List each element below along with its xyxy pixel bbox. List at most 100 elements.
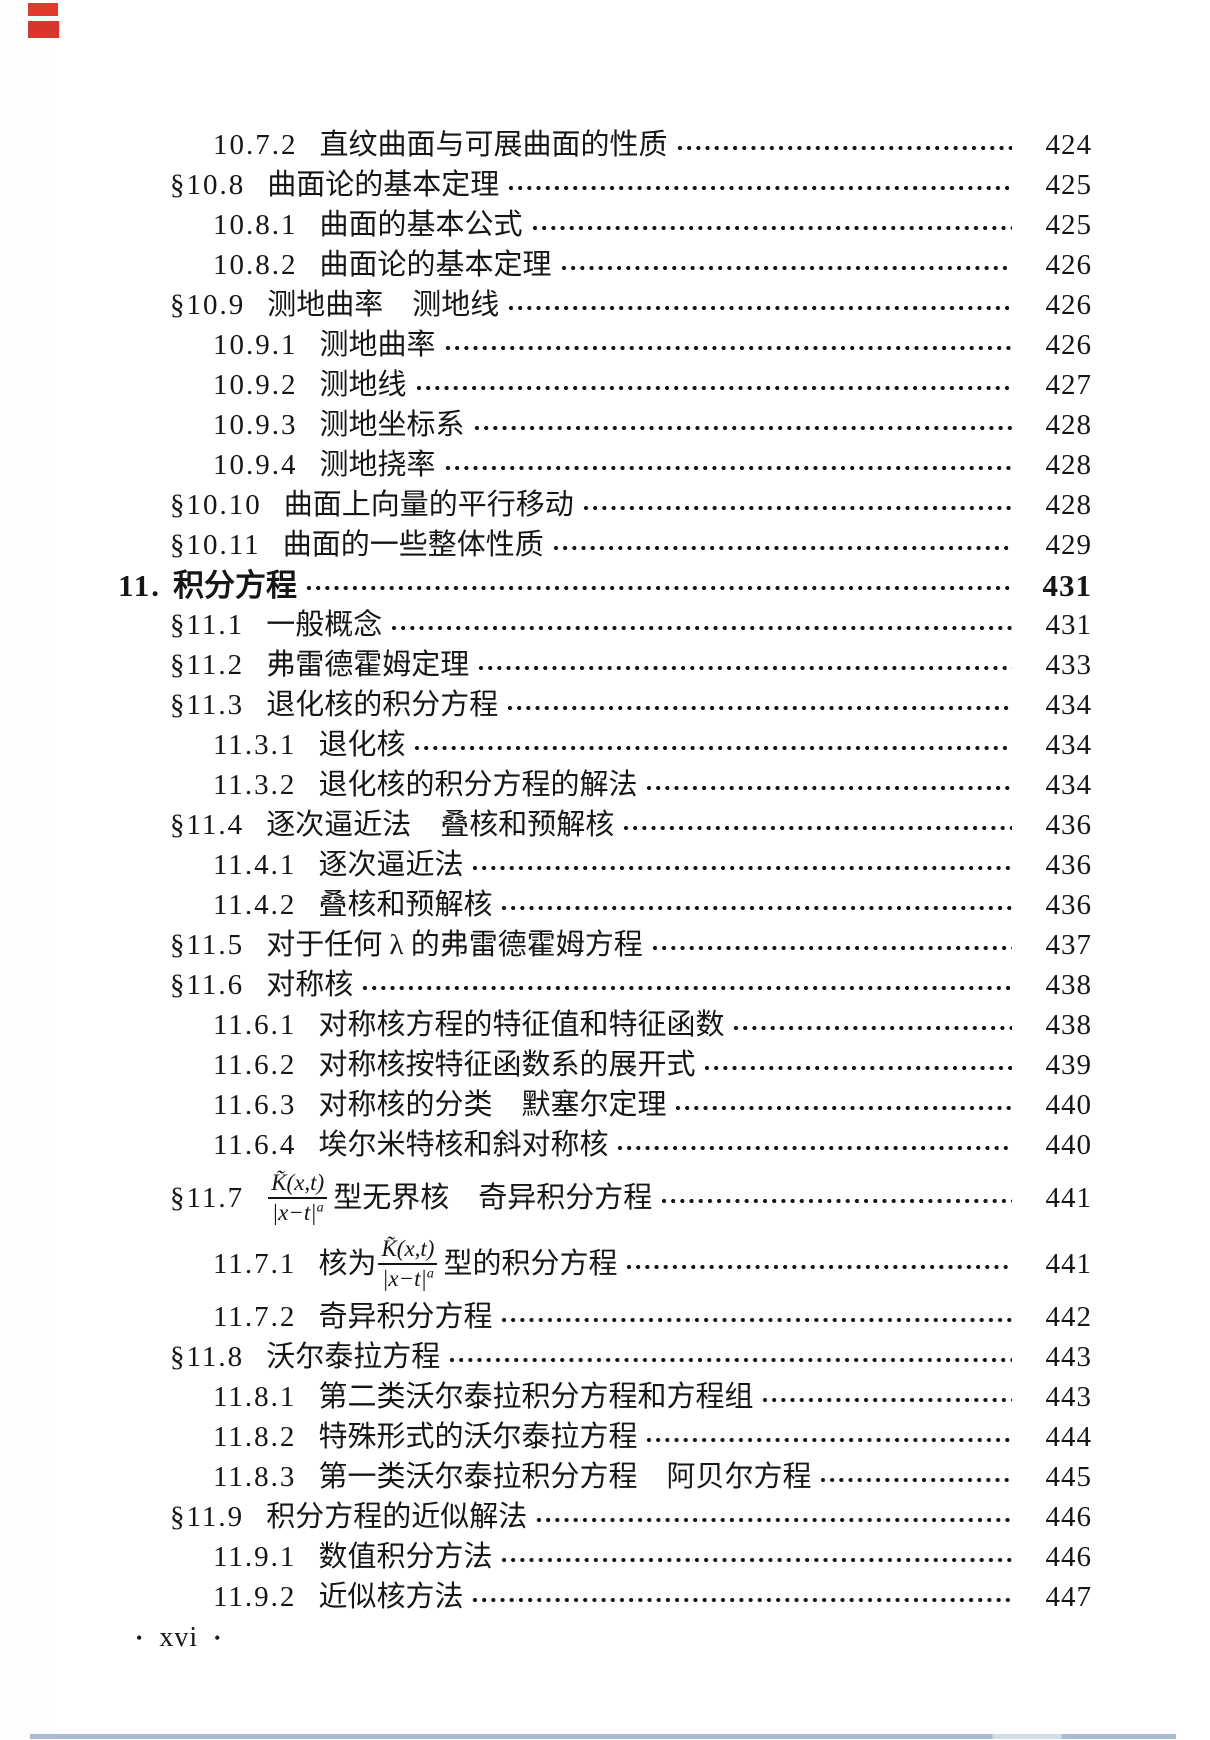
entry-number: 11.7.2 [213,1300,297,1333]
entry-number: 10.9.4 [213,448,298,481]
entry-title: 曲面的基本公式 [319,208,523,241]
toc-entry: 11.4.1 逐次逼近法 436 [0,845,1210,885]
entry-title: 测地曲率 [319,328,436,361]
page-number: 441 [1045,1247,1092,1280]
toc-entry: §11.4 逐次逼近法 叠核和预解核 436 [0,805,1210,845]
entry-number: 11.8.1 [213,1380,297,1413]
entry-title: 第二类沃尔泰拉积分方程和方程组 [318,1380,754,1413]
toc-entry: 11.7.1 核为 K̃(x,t) |x−t|a 型的积分方程 441 [0,1231,1210,1297]
entry-number: 11.7.1 [213,1247,297,1280]
toc-entry: 10.7.2 直纹曲面与可展曲面的性质 424 [0,125,1210,165]
entry-title: 对称核按特征函数系的展开式 [318,1048,696,1081]
entry-title-prefix: 核为 [318,1247,377,1280]
dot-leader [390,624,1012,632]
entry-title: 积分方程 [173,567,298,603]
dot-leader [645,784,1012,792]
dot-leader [819,1476,1012,1484]
toc-entry: §11.1 一般概念 431 [0,605,1210,645]
page-number: 438 [1045,1008,1092,1041]
toc-entry: §10.10 曲面上向量的平行移动 428 [0,485,1210,525]
page-number: 424 [1045,128,1092,161]
dot-leader [361,984,1012,992]
dot-leader [414,384,1012,392]
entry-number: §11.5 [170,928,245,961]
dot-leader [535,1516,1012,1524]
entry-title: 退化核的积分方程的解法 [318,768,638,801]
kernel-fraction: K̃(x,t) |x−t|a [378,1236,438,1291]
page-number: 427 [1045,368,1092,401]
entry-number: 11. [118,567,162,603]
entry-title-suffix: 型无界核 奇异积分方程 [333,1181,653,1214]
entry-number: 10.9.3 [213,408,298,441]
entry-number: 11.6.1 [213,1008,297,1041]
entry-number: 11.9.1 [213,1540,297,1573]
dot-leader [443,344,1012,352]
page-number: 436 [1045,848,1092,881]
toc-entry: §10.9 测地曲率 测地线 426 [0,285,1210,325]
fraction-numerator: K̃(x,t) [268,1170,328,1199]
page-number: 434 [1045,768,1092,801]
red-ink-mark-top [28,3,58,16]
entry-number: §11.1 [170,608,245,641]
page-number: 440 [1045,1128,1092,1161]
entry-number: 10.7.2 [213,128,298,161]
entry-title: 测地挠率 [319,448,436,481]
toc-entry: 11.3.2 退化核的积分方程的解法 434 [0,765,1210,805]
entry-number: 11.4.1 [213,848,297,881]
entry-number: §11.2 [170,648,245,681]
entry-number: §10.11 [170,528,261,561]
entry-number: 10.8.2 [213,248,298,281]
entry-number: §11.6 [170,968,245,1001]
page-number: 433 [1045,648,1092,681]
toc-entry: 11.6.3 对称核的分类 默塞尔定理 440 [0,1085,1210,1125]
dot-leader [472,424,1012,432]
page-number: 439 [1045,1048,1092,1081]
entry-title: 弗雷德霍姆定理 [266,648,470,681]
entry-number: §11.3 [170,688,245,721]
entry-title-suffix: 型的积分方程 [443,1247,618,1280]
entry-number: §11.8 [170,1340,245,1373]
entry-title: 第一类沃尔泰拉积分方程 阿贝尔方程 [318,1460,812,1493]
dot-leader [530,224,1012,232]
dot-leader [645,1436,1012,1444]
page-number: 443 [1045,1380,1092,1413]
dot-leader [581,504,1012,512]
dot-leader [551,544,1012,552]
page-number: 425 [1045,168,1092,201]
entry-title: 逐次逼近法 叠核和预解核 [266,808,615,841]
table-of-contents: 10.7.2 直纹曲面与可展曲面的性质 424 §10.8 曲面论的基本定理 425 10.… [0,125,1210,1617]
entry-number: 11.6.2 [213,1048,297,1081]
footer-bullet-right: • [214,1628,222,1648]
toc-entry: 11.7.2 奇异积分方程 442 [0,1297,1210,1337]
dot-leader [674,1104,1012,1112]
dot-leader [622,824,1012,832]
dot-leader [616,1144,1012,1152]
page-number: 428 [1045,488,1092,521]
footer-page-roman: xvi [159,1622,199,1653]
page-number: 436 [1045,808,1092,841]
entry-number: §11.9 [170,1500,245,1533]
dot-leader [500,904,1012,912]
fraction-denominator: |x−t|a [382,1265,434,1291]
entry-number: §10.8 [170,168,246,201]
entry-number: 11.3.2 [213,768,297,801]
page-number: 426 [1045,248,1092,281]
fraction-denominator-base: |x−t| [271,1200,317,1225]
entry-title: 核为 K̃(x,t) |x−t|a 型的积分方程 [318,1236,618,1291]
page-number: 437 [1045,928,1092,961]
page-number: 426 [1045,328,1092,361]
page-number: 438 [1045,968,1092,1001]
page-number: 428 [1045,448,1092,481]
footer-bullet-left: • [136,1628,144,1648]
red-ink-mark-bottom [28,21,59,38]
page-number: 434 [1045,728,1092,761]
toc-entry: 10.9.4 测地挠率 428 [0,445,1210,485]
dot-leader [506,704,1012,712]
toc-entry: 11.8.2 特殊形式的沃尔泰拉方程 444 [0,1417,1210,1457]
entry-title: 测地曲率 测地线 [267,288,500,321]
toc-entry: 11. 积分方程 431 [0,565,1210,605]
dot-leader [650,944,1012,952]
entry-title: 积分方程的近似解法 [266,1500,528,1533]
entry-title: 近似核方法 [318,1580,464,1613]
dot-leader [507,184,1012,192]
